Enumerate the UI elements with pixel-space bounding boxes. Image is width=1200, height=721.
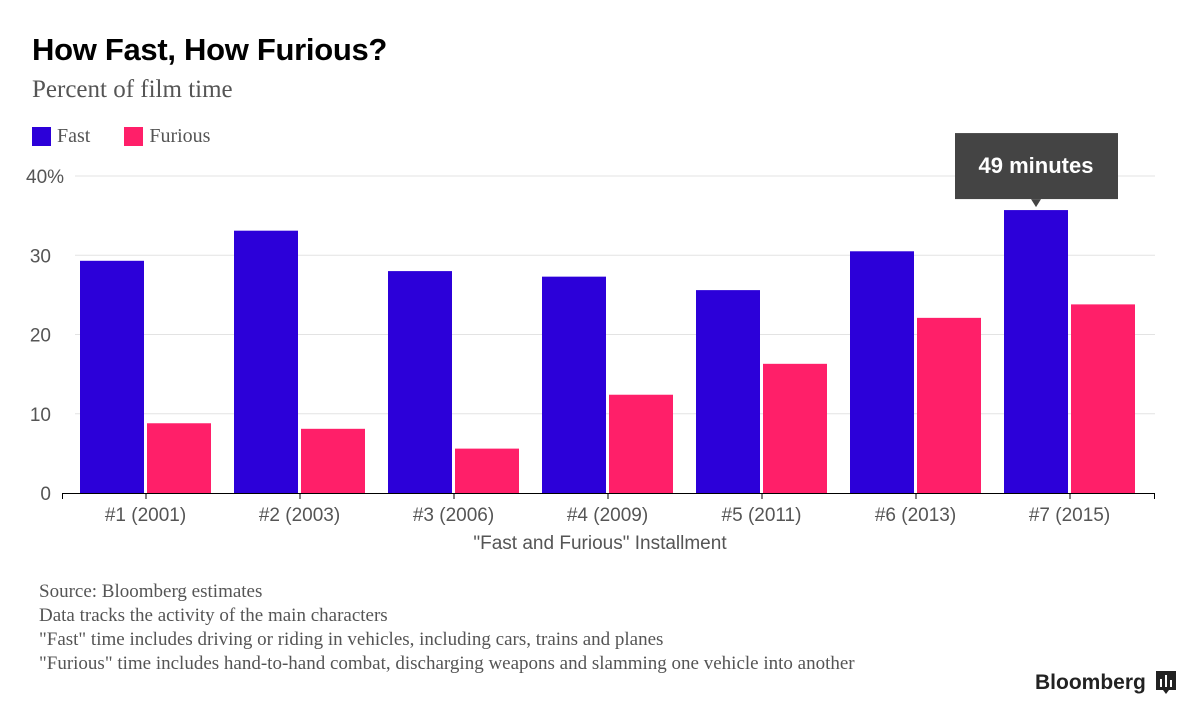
bar-fast: [1004, 210, 1068, 493]
bar-furious: [147, 423, 211, 493]
annotation-label: 49 minutes: [979, 153, 1094, 178]
legend-item-fast: Fast: [32, 125, 90, 148]
y-tick-label: 20: [30, 326, 51, 347]
bar-fast: [388, 271, 452, 493]
bar-furious: [917, 317, 981, 493]
notes: Source: Bloomberg estimates Data tracks …: [39, 580, 855, 676]
x-tick-label: #6 (2013): [875, 505, 956, 526]
chart-title: How Fast, How Furious?: [32, 32, 388, 67]
bar-fast: [234, 230, 298, 493]
bloomberg-logo: Bloomberg: [1035, 671, 1176, 695]
x-tick-label: #7 (2015): [1029, 505, 1110, 526]
legend-swatch-furious: [124, 127, 144, 146]
bar-fast: [850, 251, 914, 493]
x-tick-label: #5 (2011): [722, 505, 802, 526]
legend-item-furious: Furious: [124, 125, 210, 148]
x-tick-label: #3 (2006): [413, 505, 494, 526]
bar-fast: [80, 260, 144, 493]
note-1: Data tracks the activity of the main cha…: [39, 605, 388, 626]
y-tick-label: 10: [30, 405, 51, 426]
note-2: "Fast" time includes driving or riding i…: [39, 629, 664, 650]
y-tick-label: 30: [30, 246, 51, 267]
note-source: Source: Bloomberg estimates: [39, 581, 263, 602]
annotation-pointer: [1031, 199, 1041, 208]
x-axis-label: "Fast and Furious" Installment: [473, 533, 727, 554]
bar-furious: [301, 428, 365, 493]
y-tick-label: 40%: [26, 167, 64, 188]
legend-swatch-fast: [32, 127, 51, 146]
bar-furious: [609, 394, 673, 493]
annotation-box: [955, 133, 1118, 200]
bar-furious: [1071, 304, 1135, 493]
bar-furious: [455, 448, 519, 493]
bar-fast: [542, 276, 606, 493]
legend: Fast Furious: [32, 125, 210, 148]
x-tick-label: #4 (2009): [567, 505, 648, 526]
y-tick-label: 0: [40, 484, 51, 505]
chart-subtitle: Percent of film time: [32, 76, 233, 103]
legend-label-furious: Furious: [149, 125, 211, 147]
bloomberg-chart-icon: [1155, 671, 1176, 694]
x-tick-label: #2 (2003): [259, 505, 340, 526]
legend-label-fast: Fast: [57, 125, 91, 147]
logo-text: Bloomberg: [1035, 671, 1146, 694]
note-3: "Furious" time includes hand-to-hand com…: [39, 653, 855, 674]
bar-fast: [696, 290, 760, 493]
x-tick-label: #1 (2001): [105, 505, 186, 526]
bar-furious: [763, 363, 827, 493]
